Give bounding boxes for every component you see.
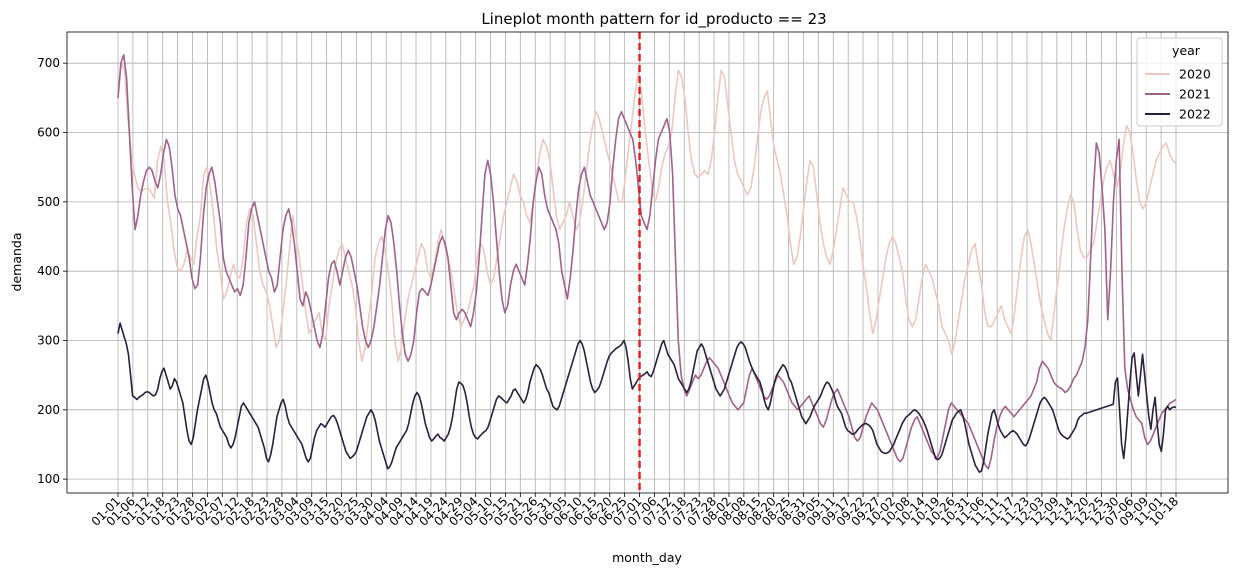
y-tick-label: 100	[37, 472, 60, 486]
series-line-2022	[117, 322, 1176, 473]
legend: year 2020 2021 2022	[1136, 37, 1223, 127]
y-tick-label: 600	[37, 126, 60, 140]
y-axis-ticks: 100 200 300 400 500 600 700	[37, 56, 67, 486]
series-line-2021	[117, 54, 1177, 470]
y-axis-label: demanda	[9, 233, 24, 292]
legend-entry-2021: 2021	[1179, 87, 1211, 102]
plot-frame	[66, 31, 1229, 494]
x-axis-label: month_day	[612, 550, 682, 565]
legend-entry-2022: 2022	[1179, 107, 1211, 122]
legend-title: year	[1172, 43, 1201, 58]
y-tick-label: 300	[37, 333, 60, 347]
y-tick-label: 700	[37, 56, 60, 70]
y-tick-label: 500	[37, 195, 60, 209]
x-axis-ticks: 01-0101-0601-1201-1801-2301-2802-0202-07…	[89, 493, 1181, 529]
legend-box	[1136, 37, 1223, 127]
series-line-2020	[117, 62, 1177, 363]
chart-title: Lineplot month pattern for id_producto =…	[481, 10, 826, 29]
series-lines	[117, 54, 1177, 473]
y-tick-label: 200	[37, 403, 60, 417]
legend-entry-2020: 2020	[1179, 67, 1211, 82]
y-tick-label: 400	[37, 264, 60, 278]
